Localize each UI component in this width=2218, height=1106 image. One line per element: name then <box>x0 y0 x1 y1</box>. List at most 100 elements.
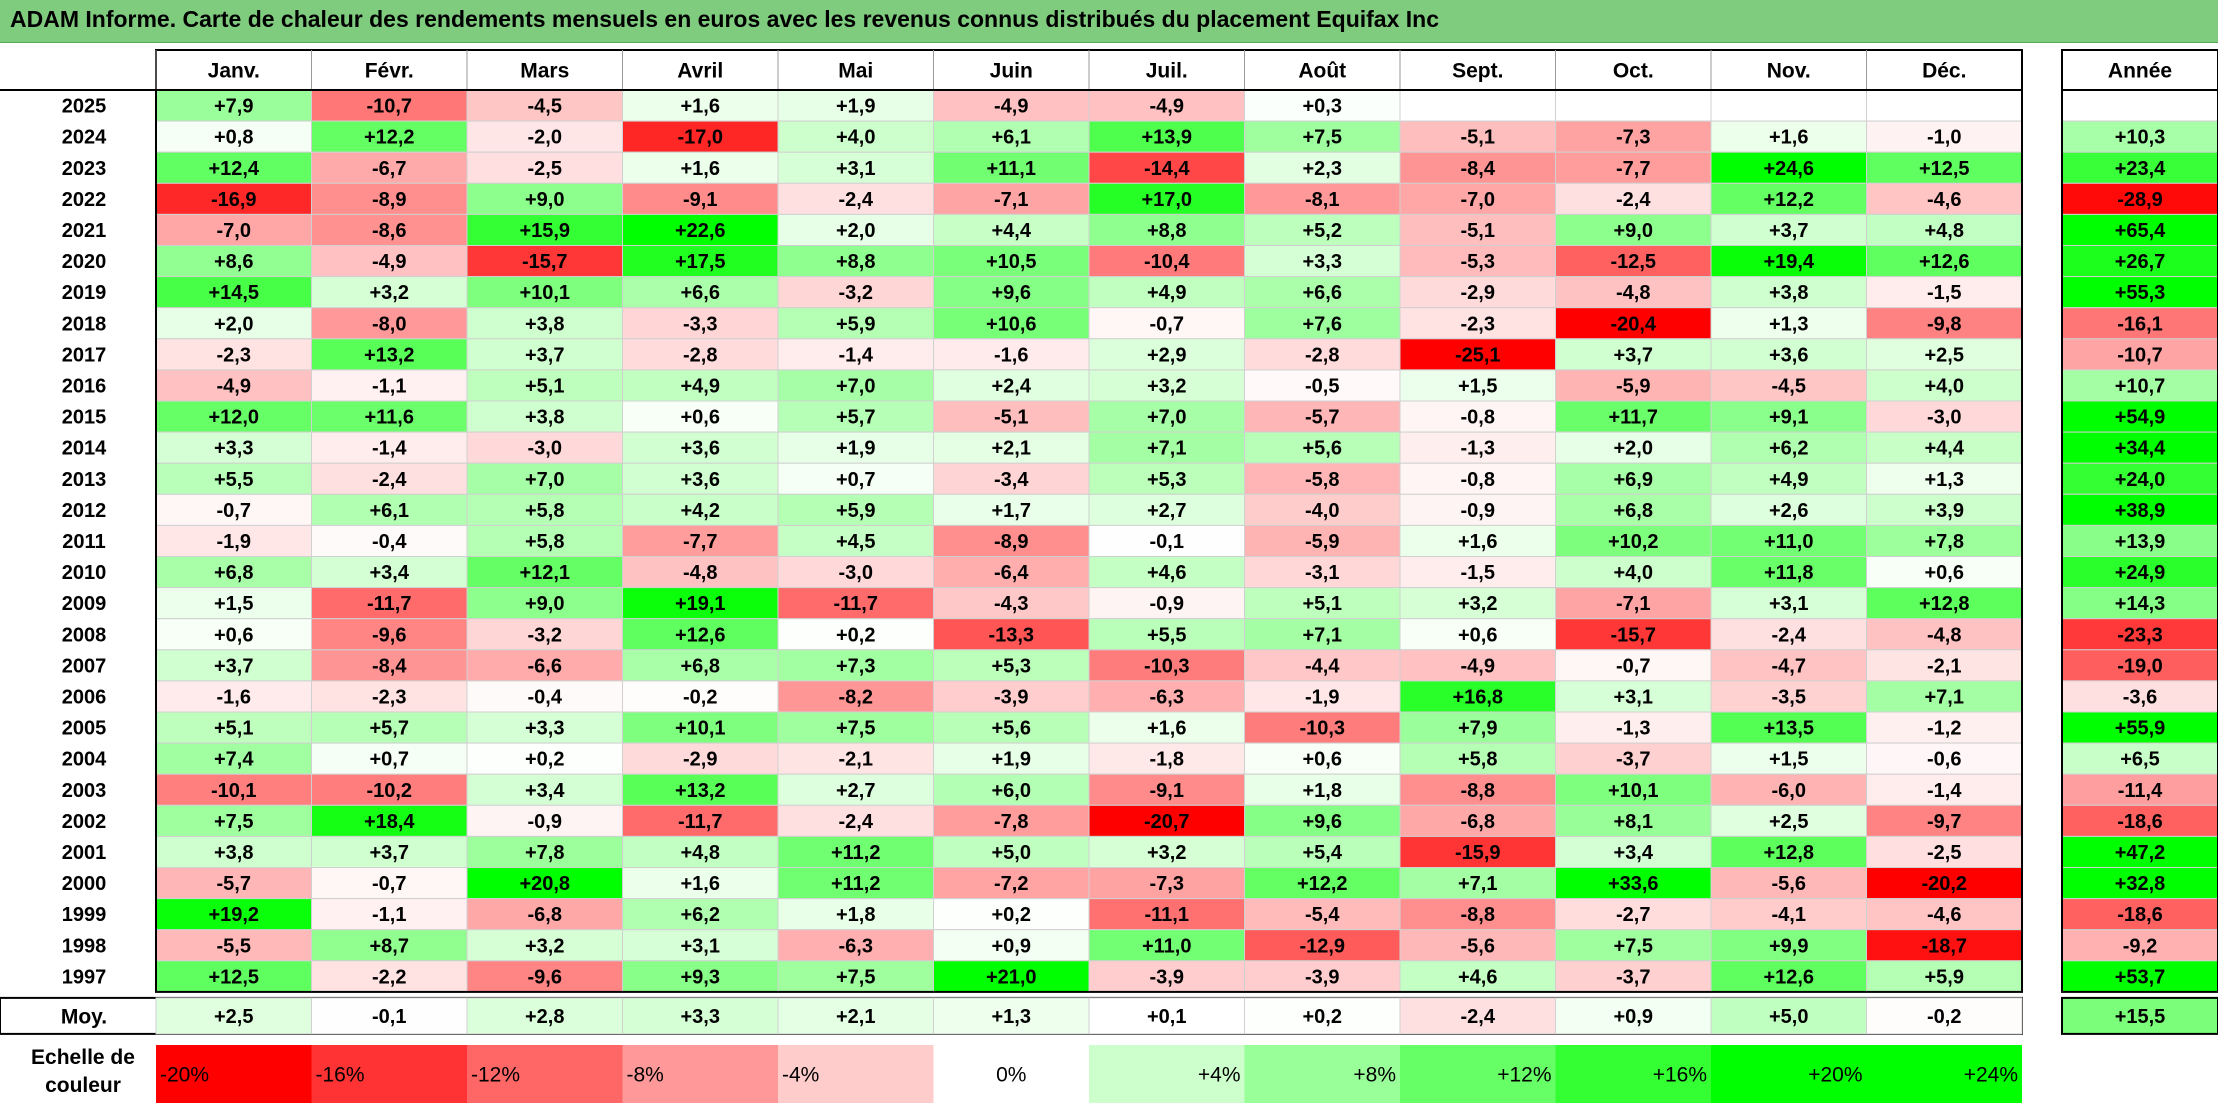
heat-cell <box>311 618 468 651</box>
heat-cell-value: -11,7 <box>678 811 722 833</box>
heat-cell-value: -9,1 <box>1150 780 1184 802</box>
color-scale-label: -16% <box>316 1064 365 1087</box>
heat-cell-value: -1,4 <box>1927 780 1962 802</box>
heat-cell-value: -4,9 <box>1150 96 1184 118</box>
heat-cell-value: -0,5 <box>1305 375 1339 397</box>
heat-cell <box>1866 898 2023 931</box>
heat-cell <box>1244 89 1401 122</box>
heat-cell-value: -6,8 <box>1461 811 1495 833</box>
heat-cell-value: -2,5 <box>1927 842 1961 864</box>
heat-cell-value: +17,5 <box>675 251 726 273</box>
annual-cell <box>2061 835 2218 869</box>
heat-cell <box>1555 245 1712 278</box>
heat-cell <box>1399 493 1556 526</box>
annual-cell <box>2061 618 2218 651</box>
month-header-5: Mai <box>838 60 873 83</box>
heat-cell-value: -1,2 <box>1927 718 1961 740</box>
heat-cell-value: +0,7 <box>836 469 875 491</box>
heat-cell-value: -3,0 <box>1927 407 1961 429</box>
heat-cell-value: -2,1 <box>1927 655 1961 677</box>
heat-cell-value: -1,4 <box>372 438 407 460</box>
annual-cell <box>2061 431 2218 464</box>
heat-cell-value: +5,3 <box>1147 469 1186 491</box>
heat-cell <box>466 493 623 526</box>
heat-cell-value: -2,1 <box>839 749 873 771</box>
heat-cell <box>1088 120 1245 153</box>
average-cell-value: +3,3 <box>681 1006 720 1028</box>
heat-cell-value: -7,0 <box>217 220 251 242</box>
heat-cell-value: +3,7 <box>525 344 564 366</box>
heat-cell-value: -15,7 <box>1610 624 1656 646</box>
annual-cell <box>2061 245 2218 278</box>
year-label: 1998 <box>62 935 107 957</box>
heat-cell-value: -9,6 <box>372 624 406 646</box>
heat-cell-value: -4,7 <box>1772 655 1806 677</box>
heat-cell <box>1399 929 1556 962</box>
heat-cell <box>1399 773 1556 806</box>
heat-cell <box>1710 960 1867 993</box>
heat-cell-value: +13,2 <box>364 344 415 366</box>
heat-cell <box>933 556 1090 589</box>
heat-cell <box>933 276 1090 309</box>
heat-cell <box>1710 89 1867 122</box>
average-cell-value: +2,5 <box>214 1006 253 1028</box>
heat-cell-value: -5,1 <box>994 407 1028 429</box>
color-scale-label: -12% <box>471 1064 520 1087</box>
heat-cell <box>311 89 468 122</box>
heat-cell <box>1088 898 1245 931</box>
annual-cell <box>2061 556 2218 589</box>
heat-cell-value: -6,3 <box>1150 686 1184 708</box>
heat-cell-value: +19,4 <box>1763 251 1814 273</box>
heat-cell <box>1088 960 1245 993</box>
heat-cell-value: +2,0 <box>214 313 253 335</box>
heat-cell-value: -17,0 <box>677 127 723 149</box>
heat-cell-value: +7,8 <box>525 842 564 864</box>
heat-cell-value: -0,7 <box>1150 313 1184 335</box>
heat-cell <box>1555 213 1712 246</box>
heat-cell <box>1244 867 1401 900</box>
heat-cell-value: +5,4 <box>1303 842 1343 864</box>
annual-cell-value: +38,9 <box>2115 500 2166 522</box>
heat-cell-value: +12,4 <box>208 158 259 180</box>
heat-cell-value: +3,2 <box>1147 375 1186 397</box>
heat-cell-value: -0,8 <box>1461 407 1495 429</box>
heat-cell-value: +4,0 <box>836 127 875 149</box>
heat-cell <box>1088 493 1245 526</box>
heat-cell <box>1555 835 1712 869</box>
heat-cell <box>1399 649 1556 682</box>
heat-cell <box>1088 369 1245 402</box>
heat-cell-value: -0,7 <box>1616 655 1650 677</box>
heat-cell <box>622 618 779 651</box>
heat-cell <box>1866 649 2023 682</box>
heat-cell-value: -8,0 <box>372 313 406 335</box>
heat-cell <box>466 929 623 962</box>
heat-cell-value: +0,7 <box>370 749 409 771</box>
heat-cell-value: +7,5 <box>836 966 875 988</box>
heat-cell <box>777 400 934 433</box>
heat-cell <box>777 120 934 153</box>
heat-cell-value: +11,8 <box>1764 562 1814 584</box>
heat-cell-value: +11,2 <box>831 873 881 895</box>
heat-cell <box>1866 400 2023 433</box>
year-label: 2013 <box>62 469 107 491</box>
year-label: 2017 <box>62 344 107 366</box>
year-label: 2010 <box>62 562 107 584</box>
annual-cell-value: +13,9 <box>2115 531 2166 553</box>
heat-cell <box>311 151 468 184</box>
heat-cell-value: +15,9 <box>519 220 570 242</box>
heat-cell-value: +3,3 <box>1303 251 1342 273</box>
heat-cell <box>155 680 312 713</box>
heat-cell <box>1244 369 1401 402</box>
heat-cell-value: -2,8 <box>1305 344 1339 366</box>
heat-cell <box>311 649 468 682</box>
heat-cell-value: +5,8 <box>525 500 564 522</box>
heat-cell-value: -6,6 <box>528 655 562 677</box>
heat-cell-value: -4,1 <box>1772 904 1806 926</box>
heat-cell <box>1244 493 1401 526</box>
heat-cell-value: +3,7 <box>370 842 409 864</box>
heat-cell-value: +2,6 <box>1769 500 1808 522</box>
heat-cell <box>1088 804 1245 837</box>
annual-cell-value: +54,9 <box>2115 407 2166 429</box>
heat-cell-value: +0,8 <box>214 127 253 149</box>
heat-cell-value: +4,4 <box>992 220 1032 242</box>
